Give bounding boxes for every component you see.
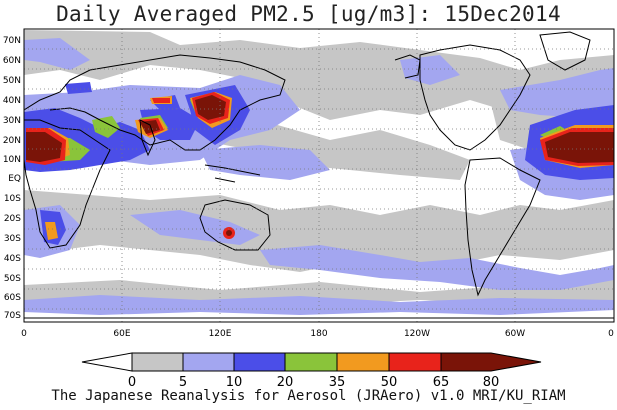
pm25-field bbox=[24, 29, 614, 322]
colorbar-label: 10 bbox=[226, 375, 243, 390]
colorbar-label: 35 bbox=[329, 375, 346, 390]
colorbar-bin bbox=[388, 352, 442, 372]
lat-label: 30N bbox=[3, 116, 21, 126]
colorbar-bin bbox=[131, 352, 184, 372]
lat-label: 40N bbox=[3, 96, 21, 106]
lat-label: 20S bbox=[4, 214, 21, 224]
colorbar: 0 5 10 20 35 50 65 80 bbox=[81, 352, 542, 390]
colorbar-bin bbox=[182, 352, 235, 372]
colorbar-bin bbox=[336, 352, 390, 372]
lat-label: EQ bbox=[8, 174, 21, 184]
map-title: Daily Averaged PM2.5 [ug/m3]: 15Dec2014 bbox=[56, 2, 561, 26]
lat-label: 50N bbox=[3, 76, 21, 86]
colorbar-bin bbox=[233, 352, 286, 372]
colorbar-label: 50 bbox=[381, 375, 398, 390]
lon-label: 60W bbox=[505, 329, 525, 339]
lat-label: 10S bbox=[4, 194, 21, 204]
lat-label: 10N bbox=[3, 155, 21, 165]
lon-label: 120W bbox=[404, 329, 430, 339]
graticule bbox=[24, 29, 614, 322]
lat-label: 30S bbox=[4, 234, 21, 244]
coastlines bbox=[24, 31, 614, 319]
lat-label: 20N bbox=[3, 136, 21, 146]
colorbar-bin bbox=[440, 352, 542, 372]
lat-label: 50S bbox=[4, 274, 21, 284]
lon-label: 180 bbox=[310, 329, 327, 339]
lat-axis: 70N 60N 50N 40N 30N 20N 10N EQ 10S 20S 3… bbox=[3, 36, 21, 321]
lon-label: 0 bbox=[21, 329, 27, 339]
band-80-plus bbox=[26, 95, 614, 236]
lon-label: 120E bbox=[209, 329, 232, 339]
colorbar-label: 5 bbox=[179, 375, 187, 390]
map-frame bbox=[23, 28, 615, 323]
colorbar-bin bbox=[284, 352, 338, 372]
lat-label: 60S bbox=[4, 293, 21, 303]
footer-credit: The Japanese Reanalysis for Aerosol (JRA… bbox=[51, 388, 566, 404]
colorbar-label: 20 bbox=[277, 375, 294, 390]
lat-label: 70S bbox=[4, 311, 21, 321]
lat-label: 40S bbox=[4, 254, 21, 264]
lon-label: 0 bbox=[608, 329, 614, 339]
lat-label: 60N bbox=[3, 56, 21, 66]
colorbar-label: 65 bbox=[433, 375, 450, 390]
colorbar-bin bbox=[81, 352, 133, 372]
lat-label: 70N bbox=[3, 36, 21, 46]
colorbar-label: 80 bbox=[483, 375, 500, 390]
colorbar-label: 0 bbox=[128, 375, 136, 390]
lon-axis: 0 60E 120E 180 120W 60W 0 bbox=[21, 329, 614, 339]
lon-label: 60E bbox=[113, 329, 130, 339]
